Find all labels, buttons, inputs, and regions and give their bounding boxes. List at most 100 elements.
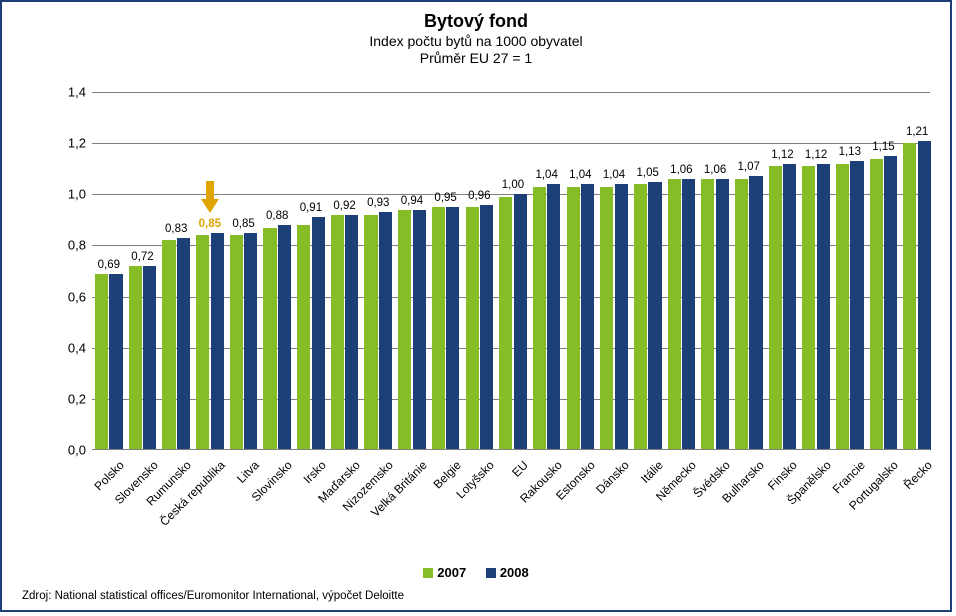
bar-2008 bbox=[850, 161, 863, 450]
value-label: 1,12 bbox=[805, 149, 827, 161]
bar-2008 bbox=[109, 274, 122, 450]
bar-2008 bbox=[379, 212, 392, 450]
bar-2007 bbox=[263, 228, 276, 450]
bar-group: 1,12 bbox=[769, 92, 797, 450]
bar-group: 1,07 bbox=[735, 92, 763, 450]
bar-group: 1,04 bbox=[533, 92, 561, 450]
legend-item-2007: 2007 bbox=[423, 564, 466, 580]
y-tick-label: 1,4 bbox=[68, 85, 86, 100]
value-label: 0,69 bbox=[98, 259, 120, 271]
bar-2008 bbox=[783, 164, 796, 450]
legend: 2007 2008 bbox=[2, 564, 950, 580]
value-label: 0,83 bbox=[165, 223, 187, 235]
value-label: 1,05 bbox=[637, 167, 659, 179]
bar-2008 bbox=[278, 225, 291, 450]
bar-2007 bbox=[297, 225, 310, 450]
value-label: 1,12 bbox=[771, 149, 793, 161]
bar-group: 1,05 bbox=[634, 92, 662, 450]
value-label: 1,06 bbox=[670, 164, 692, 176]
bar-2008 bbox=[345, 215, 358, 450]
y-tick-label: 1,2 bbox=[68, 136, 86, 151]
value-label: 0,92 bbox=[333, 200, 355, 212]
bar-group: 1,21 bbox=[903, 92, 931, 450]
value-label: 1,15 bbox=[872, 141, 894, 153]
bar-2008 bbox=[211, 233, 224, 450]
bar-2007 bbox=[162, 240, 175, 450]
bar-2007 bbox=[836, 164, 849, 450]
bar-2007 bbox=[802, 166, 815, 450]
value-label: 1,07 bbox=[738, 161, 760, 173]
bar-2008 bbox=[413, 210, 426, 450]
bar-2008 bbox=[177, 238, 190, 450]
bar-group: 1,04 bbox=[567, 92, 595, 450]
bar-group: 0,95 bbox=[432, 92, 460, 450]
bar-2007 bbox=[668, 179, 681, 450]
bar-2007 bbox=[466, 207, 479, 450]
x-labels: PolskoSlovenskoRumunskoČeská republikaLi… bbox=[92, 452, 930, 552]
value-label: 0,96 bbox=[468, 190, 490, 202]
value-label: 0,88 bbox=[266, 210, 288, 222]
bar-2008 bbox=[480, 205, 493, 450]
bar-group: 1,13 bbox=[836, 92, 864, 450]
y-tick-label: 1,0 bbox=[68, 187, 86, 202]
bar-group: 1,00 bbox=[499, 92, 527, 450]
source-text: Zdroj: National statistical offices/Euro… bbox=[22, 590, 404, 602]
chart-frame: Bytový fond Index počtu bytů na 1000 oby… bbox=[0, 0, 952, 612]
bar-group: 1,06 bbox=[701, 92, 729, 450]
chart-subtitle-2: Průměr EU 27 = 1 bbox=[2, 50, 950, 68]
value-label: 1,13 bbox=[839, 146, 861, 158]
bar-2007 bbox=[701, 179, 714, 450]
bar-group: 0,83 bbox=[162, 92, 190, 450]
arrow-head-icon bbox=[201, 199, 219, 213]
bar-2007 bbox=[398, 210, 411, 450]
value-label: 1,04 bbox=[535, 169, 557, 181]
bar-2007 bbox=[870, 159, 883, 451]
value-label: 0,85 bbox=[232, 218, 254, 230]
bar-2007 bbox=[769, 166, 782, 450]
bar-2008 bbox=[884, 156, 897, 450]
y-tick-label: 0,2 bbox=[68, 391, 86, 406]
value-label: 1,06 bbox=[704, 164, 726, 176]
bar-2007 bbox=[533, 187, 546, 450]
legend-swatch-2007 bbox=[423, 568, 433, 578]
bar-group: 1,04 bbox=[600, 92, 628, 450]
value-label: 1,04 bbox=[569, 169, 591, 181]
bar-2008 bbox=[244, 233, 257, 450]
y-tick-label: 0,8 bbox=[68, 238, 86, 253]
chart-title: Bytový fond bbox=[2, 10, 950, 33]
bar-group: 0,69 bbox=[95, 92, 123, 450]
bar-2007 bbox=[903, 143, 916, 450]
plot-area: 0,00,20,40,60,81,01,21,4 0,690,720,830,8… bbox=[52, 92, 930, 450]
bars-container: 0,690,720,830,850,850,880,910,920,930,94… bbox=[92, 92, 930, 450]
bar-2007 bbox=[499, 197, 512, 450]
bar-group: 1,12 bbox=[802, 92, 830, 450]
bar-2008 bbox=[716, 179, 729, 450]
chart-subtitle-1: Index počtu bytů na 1000 obyvatel bbox=[2, 33, 950, 51]
bar-group: 0,96 bbox=[466, 92, 494, 450]
bar-2007 bbox=[735, 179, 748, 450]
bar-group: 0,92 bbox=[331, 92, 359, 450]
bar-2007 bbox=[364, 215, 377, 450]
bar-2008 bbox=[749, 176, 762, 450]
bar-2008 bbox=[581, 184, 594, 450]
bar-group: 0,94 bbox=[398, 92, 426, 450]
value-label: 0,85 bbox=[199, 218, 221, 230]
y-tick-label: 0,0 bbox=[68, 443, 86, 458]
bar-group: 0,72 bbox=[129, 92, 157, 450]
bar-2008 bbox=[514, 194, 527, 450]
bar-group: 1,15 bbox=[870, 92, 898, 450]
bar-group: 0,88 bbox=[263, 92, 291, 450]
value-label: 1,21 bbox=[906, 126, 928, 138]
bar-2007 bbox=[600, 187, 613, 450]
bar-2008 bbox=[615, 184, 628, 450]
bar-2008 bbox=[648, 182, 661, 451]
bar-2007 bbox=[634, 184, 647, 450]
bar-2007 bbox=[95, 274, 108, 450]
value-label: 1,04 bbox=[603, 169, 625, 181]
title-block: Bytový fond Index počtu bytů na 1000 oby… bbox=[2, 2, 950, 68]
value-label: 1,00 bbox=[502, 179, 524, 191]
legend-swatch-2008 bbox=[486, 568, 496, 578]
legend-item-2008: 2008 bbox=[486, 564, 529, 580]
bar-2008 bbox=[918, 141, 931, 450]
bar-2007 bbox=[129, 266, 142, 450]
